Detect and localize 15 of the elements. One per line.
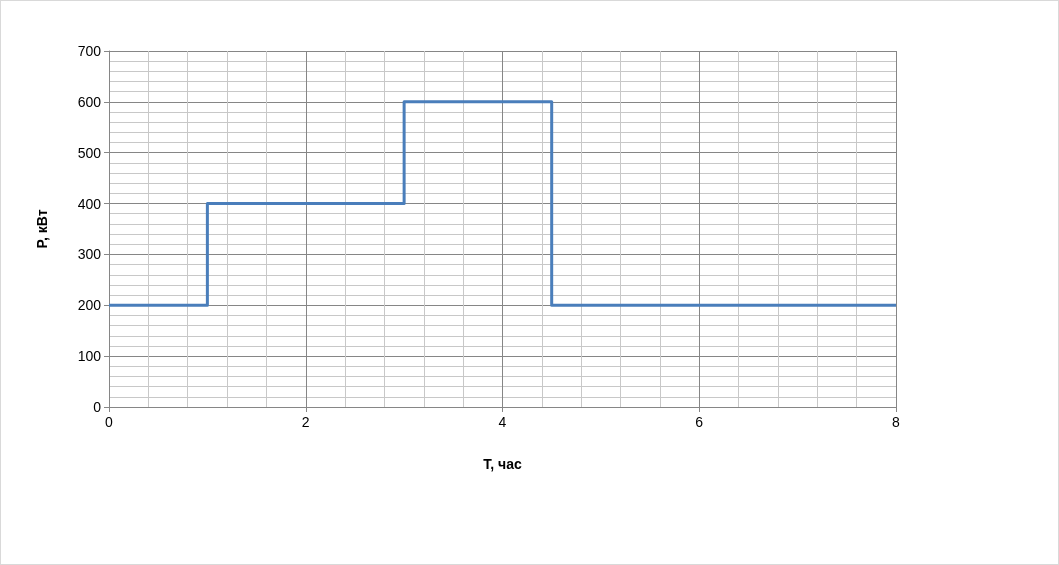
- x-tick-label: 4: [498, 414, 507, 430]
- x-axis-title: T, час: [483, 456, 522, 472]
- y-tick-label: 200: [77, 297, 102, 314]
- y-tick-label: 100: [77, 348, 102, 365]
- y-axis-title: P, кВт: [34, 209, 50, 249]
- x-tick-label: 8: [892, 414, 901, 430]
- x-tick-label: 0: [105, 414, 114, 430]
- y-tick-label: 600: [77, 93, 102, 110]
- y-tick-label: 700: [77, 43, 102, 59]
- y-tick-label: 0: [93, 399, 102, 415]
- x-tick-label: 6: [695, 414, 704, 430]
- x-tick-label: 2: [301, 414, 310, 430]
- y-tick-label: 500: [77, 144, 102, 161]
- y-tick-label: 300: [77, 246, 102, 263]
- y-tick-label: 400: [77, 195, 102, 212]
